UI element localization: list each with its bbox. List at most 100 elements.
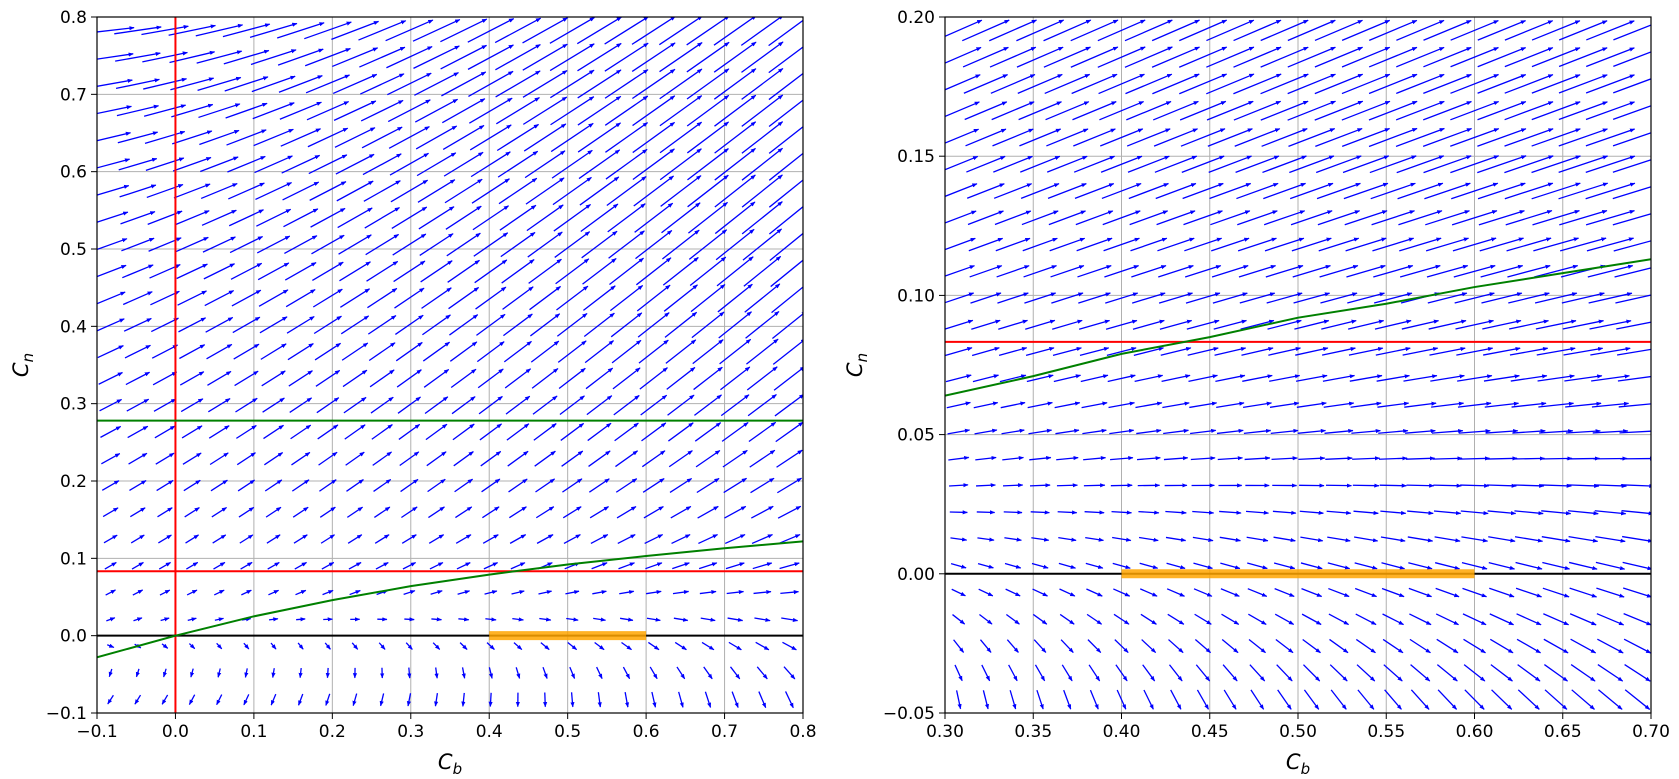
x-tick-label: 0.4 — [476, 722, 503, 742]
quiver-arrow — [779, 562, 800, 570]
quiver-arrow — [693, 366, 723, 391]
quiver-arrow — [743, 255, 782, 287]
quiver-arrow — [966, 155, 1006, 173]
quiver-arrow — [1005, 613, 1020, 625]
quiver-arrow — [1329, 638, 1349, 654]
quiver-arrow — [406, 693, 412, 707]
quiver-arrow — [1127, 155, 1170, 173]
quiver-arrow — [233, 343, 260, 360]
quiver-arrow — [254, 155, 293, 174]
quiver-arrow — [414, 98, 459, 123]
quiver-arrow — [1163, 456, 1189, 461]
quiver-arrow — [748, 421, 777, 443]
quiver-arrow — [741, 94, 784, 127]
quiver-arrow — [768, 99, 803, 128]
quiver-arrow — [1016, 19, 1065, 42]
quiver-arrow — [1152, 100, 1199, 121]
quiver-arrow — [181, 425, 203, 439]
quiver-arrow — [1113, 613, 1130, 625]
quiver-arrow — [1046, 155, 1088, 173]
quiver-arrow — [499, 204, 537, 231]
quiver-arrow — [1587, 264, 1634, 278]
quiver-arrow — [993, 155, 1033, 173]
quiver-arrow — [1477, 101, 1527, 121]
quiver-arrow — [1134, 374, 1164, 383]
quiver-arrow — [1559, 209, 1608, 226]
quiver-arrow — [742, 228, 782, 261]
quiver-arrow — [1209, 182, 1252, 200]
quiver-arrow — [129, 479, 147, 491]
quiver-arrow — [135, 668, 140, 678]
quiver-arrow — [640, 394, 668, 416]
quiver-arrow — [102, 507, 119, 518]
quiver-arrow — [1233, 73, 1282, 95]
quiver-arrow — [1073, 155, 1116, 173]
quiver-arrow — [480, 450, 502, 467]
quiver-arrow — [1138, 536, 1159, 542]
quiver-arrow — [1126, 128, 1171, 147]
y-tick-label: 0.5 — [60, 240, 87, 260]
quiver-arrow — [1057, 510, 1078, 515]
quiver-arrow — [714, 147, 756, 181]
quiver-arrow — [945, 237, 976, 251]
quiver-arrow — [535, 478, 556, 493]
quiver-arrow — [500, 231, 536, 258]
quiver-arrow — [291, 451, 311, 466]
quiver-arrow — [228, 209, 264, 227]
quiver-arrow — [427, 478, 446, 493]
quiver-arrow — [1399, 237, 1442, 252]
quiver-arrow — [1423, 155, 1472, 174]
y-axis-label: Cn — [9, 353, 37, 377]
quiver-arrow — [1216, 401, 1245, 409]
quiver-arrow — [989, 46, 1037, 68]
quiver-arrow — [1489, 587, 1515, 598]
quiver-arrow — [1291, 237, 1332, 252]
quiver-arrow — [1247, 562, 1268, 570]
quiver-arrow — [713, 17, 757, 46]
quiver-arrow — [284, 235, 318, 254]
quiver-arrow — [577, 95, 622, 126]
quiver-arrow — [97, 264, 127, 278]
quiver-arrow — [1588, 292, 1633, 304]
quiver-arrow — [1206, 73, 1255, 95]
quiver-arrow — [130, 534, 145, 544]
quiver-arrow — [1194, 613, 1212, 625]
quiver-arrow — [1180, 128, 1226, 147]
quiver-arrow — [477, 368, 504, 389]
quiver-arrow — [689, 256, 727, 287]
quiver-arrow — [1194, 639, 1211, 654]
quiver-arrow — [597, 692, 602, 708]
quiver-arrow — [1406, 483, 1435, 488]
quiver-arrow — [636, 284, 671, 312]
quiver-arrow — [577, 122, 622, 153]
quiver-arrow — [179, 371, 205, 386]
quiver-arrow — [978, 588, 994, 597]
quiver-arrow — [1616, 321, 1651, 330]
quiver-arrow — [1085, 562, 1104, 569]
quiver-arrow — [1482, 319, 1522, 330]
quiver-arrow — [584, 340, 614, 364]
quiver-arrow — [1568, 561, 1598, 571]
quiver-arrow — [577, 42, 622, 72]
quiver-arrow — [388, 125, 430, 149]
quiver-arrow — [1504, 20, 1554, 41]
quiver-arrow — [1131, 265, 1167, 278]
quiver-arrow — [199, 129, 240, 146]
quiver-arrow — [1287, 73, 1336, 95]
quiver-arrow — [268, 589, 280, 596]
quiver-arrow — [105, 589, 116, 596]
quiver-arrow — [1539, 429, 1574, 434]
quiver-arrow — [1486, 456, 1518, 461]
quiver-arrow — [1073, 128, 1116, 147]
quiver-arrow — [333, 100, 377, 121]
quiver-arrow — [1211, 265, 1249, 278]
quiver-arrow — [1622, 561, 1651, 571]
curve-line — [97, 540, 803, 659]
quiver-arrow — [1084, 510, 1105, 515]
quiver-arrow — [318, 451, 338, 466]
quiver-arrow — [238, 506, 255, 518]
quiver-arrow — [1207, 128, 1253, 147]
quiver-arrow — [755, 641, 770, 651]
quiver-arrow — [1510, 374, 1548, 382]
quiver-arrow — [188, 694, 196, 705]
